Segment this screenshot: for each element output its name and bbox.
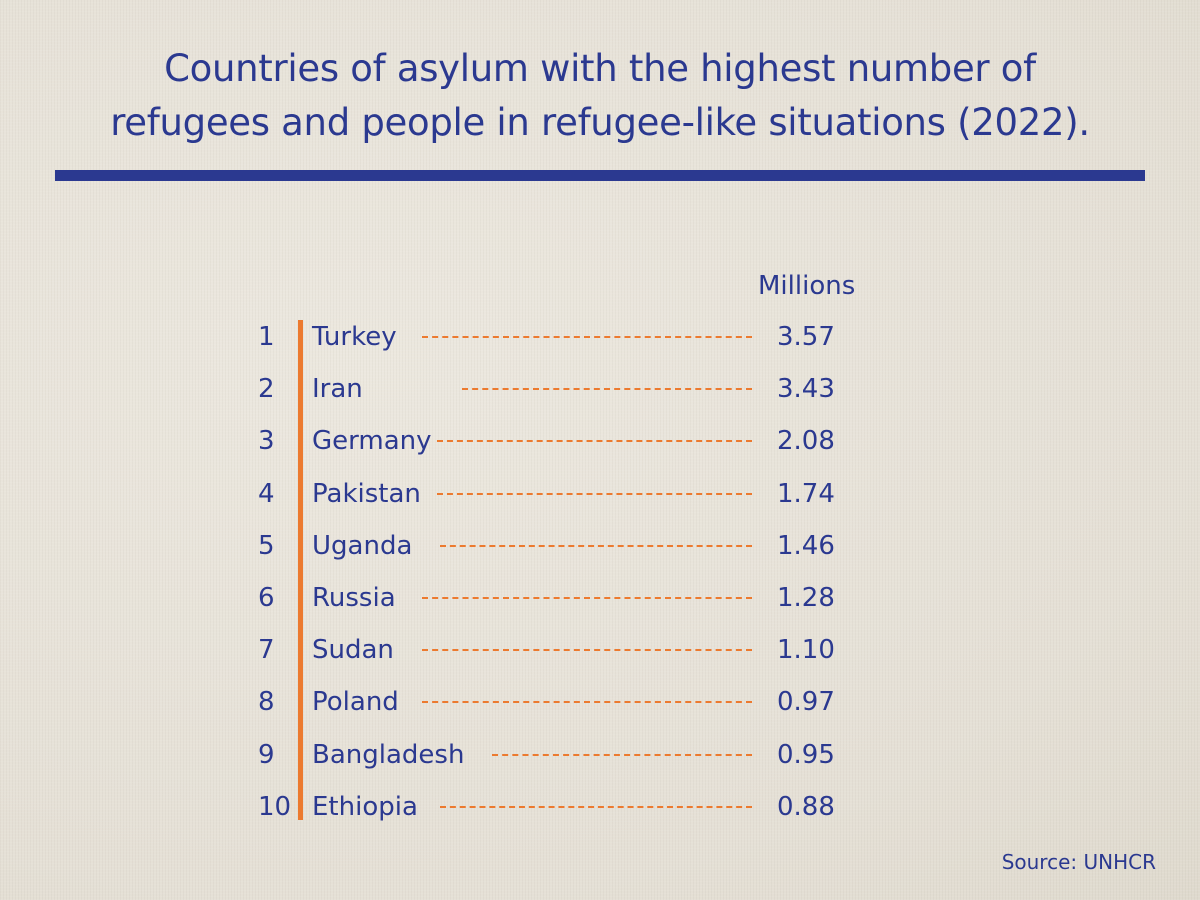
rank-number: 8 [258,687,275,718]
table-row: 4 Pakistan 1.74 [0,474,1200,514]
table-row: 6 Russia 1.28 [0,578,1200,618]
table-row: 7 Sudan 1.10 [0,630,1200,670]
refugee-value: 1.74 [777,478,835,509]
country-name: Turkey [312,322,397,352]
refugee-value: 0.88 [777,791,835,822]
dotted-leader-line [422,597,752,599]
table-row: 2 Iran 3.43 [0,369,1200,409]
dotted-leader-line [440,544,752,547]
country-name: Russia [312,583,396,613]
title-underline [55,170,1145,181]
refugee-value: 0.97 [777,687,835,718]
country-name: Ethiopia [312,791,418,822]
table-row: 3 Germany 2.08 [0,421,1200,461]
refugee-value: 1.10 [777,635,835,666]
country-name: Sudan [312,635,394,666]
country-name: Germany [312,426,432,457]
refugee-value: 3.43 [777,374,835,405]
country-name: Iran [312,374,363,405]
dotted-leader-line [440,805,752,808]
country-name: Uganda [312,530,413,561]
rank-accent-bar [298,320,303,820]
rank-number: 3 [258,426,275,457]
chart-title: Countries of asylum with the highest num… [40,42,1160,150]
unit-label: Millions [758,271,856,301]
refugee-value: 0.95 [777,739,835,770]
rank-number: 6 [258,583,275,613]
refugee-value: 3.57 [777,322,835,352]
country-name: Bangladesh [312,739,465,770]
chart-title-line-1: Countries of asylum with the highest num… [164,47,1036,90]
dotted-leader-line [437,440,752,443]
table-row: 8 Poland 0.97 [0,682,1200,722]
rank-number: 2 [258,374,275,405]
country-name: Poland [312,687,399,718]
table-row: 9 Bangladesh 0.95 [0,735,1200,775]
chart-title-line-2: refugees and people in refugee-like situ… [110,101,1090,144]
rank-number: 1 [258,322,275,352]
dotted-leader-line [492,753,752,756]
table-row: 5 Uganda 1.46 [0,526,1200,566]
table-row: 1 Turkey 3.57 [0,317,1200,357]
dotted-leader-line [422,701,752,704]
refugee-value: 1.46 [777,530,835,561]
dotted-leader-line [422,336,752,338]
source-note: Source: UNHCR [1001,850,1156,874]
refugee-value: 2.08 [777,426,835,457]
rank-number: 10 [258,791,292,822]
rank-number: 9 [258,739,275,770]
dotted-leader-line [462,388,752,391]
dotted-leader-line [422,649,752,652]
rank-number: 4 [258,478,275,509]
rank-number: 5 [258,530,275,561]
country-name: Pakistan [312,478,421,509]
dotted-leader-line [437,492,752,495]
rank-number: 7 [258,635,275,666]
refugee-value: 1.28 [777,583,835,613]
table-row: 10 Ethiopia 0.88 [0,787,1200,827]
